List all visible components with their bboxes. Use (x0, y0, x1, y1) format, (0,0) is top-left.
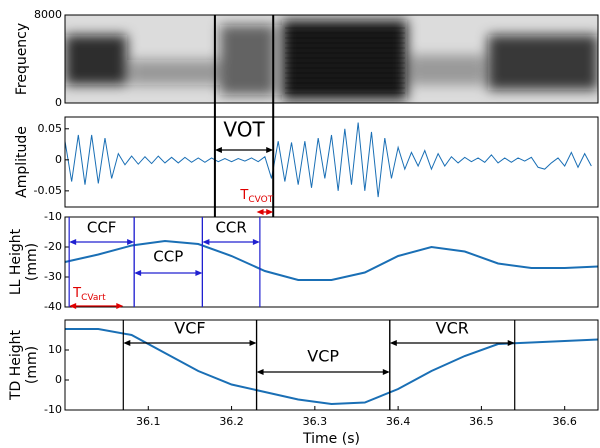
spectrogram-blob (410, 55, 485, 85)
panel-frame (64, 319, 599, 411)
arrow-head (69, 303, 77, 309)
y-axis-label: Amplitude (14, 126, 30, 198)
arrow-head (389, 340, 397, 346)
y-axis-label: TD Height (8, 329, 24, 401)
arrow-head (127, 239, 135, 245)
y-axis-label: Frequency (14, 23, 30, 95)
interval-label: CCR (215, 219, 246, 237)
x-tick-label: 36.3 (303, 415, 328, 428)
x-tick-label: 36.4 (386, 415, 411, 428)
y-tick-label: -0.05 (34, 184, 62, 197)
x-tick-label: 36.5 (469, 415, 494, 428)
spectrogram-blob (130, 60, 220, 85)
data-line (65, 328, 599, 406)
label-sub: CVOT (248, 195, 273, 205)
interval-label: CCF (87, 219, 117, 237)
spectrogram-blob (65, 35, 127, 85)
spectrogram-blob (282, 20, 407, 100)
arrow-head (69, 239, 77, 245)
spectrogram-energy (65, 20, 598, 100)
y-tick-label: 10 (48, 343, 62, 356)
arrow-head (195, 270, 203, 276)
y-tick-label: 0.05 (38, 122, 63, 135)
x-tick-label: 36.6 (552, 415, 577, 428)
y-axis-label: (mm) (24, 243, 40, 281)
y-tick-label: 0 (55, 96, 62, 109)
x-tick-label: 36.2 (219, 415, 244, 428)
y-tick-label: -10 (44, 210, 62, 223)
interval-label: VCP (307, 347, 339, 366)
spectrogram-blob (488, 35, 598, 90)
label-main: T (239, 188, 248, 203)
arrow-head (116, 303, 124, 309)
interval-label: VCR (436, 319, 469, 338)
panel-frame (64, 116, 599, 208)
data-line (64, 122, 592, 198)
spectrogram (65, 15, 598, 103)
arrow-head (123, 340, 131, 346)
y-tick-label: -30 (44, 270, 62, 283)
arrow-head (382, 369, 390, 375)
y-tick-label: 0 (55, 373, 62, 386)
arrow-head (202, 239, 210, 245)
y-tick-label: 8000 (34, 8, 62, 21)
label-main: T (72, 286, 81, 301)
x-axis-label: Time (s) (302, 431, 360, 447)
y-tick-label: -10 (44, 403, 62, 416)
interval-label: VCF (174, 319, 205, 338)
panel-frame (64, 216, 599, 308)
arrow-head (266, 147, 274, 153)
interval-label: VOT (223, 118, 265, 142)
y-axis-label: (mm) (24, 346, 40, 384)
y-tick-label: 0 (55, 153, 62, 166)
label-sub: CVart (81, 293, 106, 303)
interval-label: CCP (153, 248, 183, 266)
interval-label: TCVart (72, 286, 106, 303)
arrow-head (256, 369, 264, 375)
y-tick-label: -20 (44, 240, 62, 253)
data-line (64, 239, 599, 281)
spectrogram-blob (220, 25, 275, 95)
y-axis-label: LL Height (8, 228, 24, 295)
arrow-head (507, 340, 515, 346)
panel-frame (64, 14, 599, 104)
y-tick-label: -40 (44, 300, 62, 313)
arrow-head (256, 209, 264, 215)
x-tick-label: 36.1 (136, 415, 161, 428)
arrow-head (266, 209, 274, 215)
arrow-head (214, 147, 222, 153)
arrow-head (134, 270, 142, 276)
arrow-head (249, 340, 257, 346)
arrow-head (252, 239, 260, 245)
interval-label: TCVOT (239, 188, 273, 205)
